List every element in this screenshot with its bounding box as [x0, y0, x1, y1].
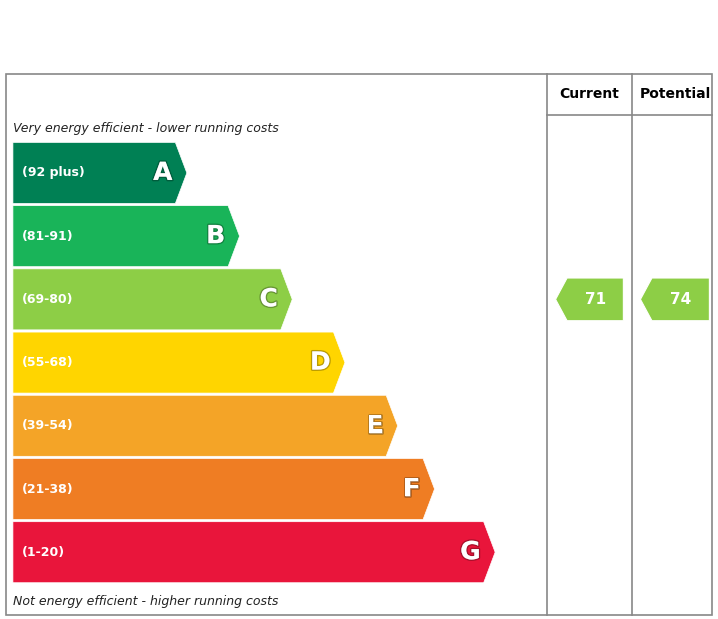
Text: 71: 71	[584, 292, 606, 307]
Text: C: C	[259, 287, 278, 311]
Polygon shape	[13, 206, 240, 267]
Text: (1-20): (1-20)	[22, 546, 65, 559]
Text: Energy Efficiency Rating: Energy Efficiency Rating	[18, 20, 420, 49]
Polygon shape	[13, 142, 187, 204]
Polygon shape	[640, 278, 709, 321]
Text: F: F	[404, 477, 420, 501]
Text: G: G	[460, 540, 481, 564]
Polygon shape	[556, 278, 623, 321]
Text: 74: 74	[670, 292, 691, 307]
Polygon shape	[13, 522, 495, 582]
Text: (92 plus): (92 plus)	[22, 167, 84, 180]
Text: (69-80): (69-80)	[22, 293, 73, 306]
Text: Very energy efficient - lower running costs: Very energy efficient - lower running co…	[13, 122, 279, 135]
Text: (81-91): (81-91)	[22, 230, 73, 243]
Polygon shape	[13, 396, 398, 456]
Text: (21-38): (21-38)	[22, 482, 73, 495]
Text: B: B	[206, 224, 225, 248]
Text: (39-54): (39-54)	[22, 419, 73, 432]
Text: (55-68): (55-68)	[22, 356, 73, 369]
Polygon shape	[13, 269, 292, 330]
Text: Current: Current	[559, 87, 620, 102]
Polygon shape	[13, 332, 345, 393]
Polygon shape	[13, 459, 434, 519]
Text: E: E	[366, 413, 383, 438]
Text: D: D	[310, 350, 330, 374]
Text: A: A	[153, 161, 172, 185]
Text: Not energy efficient - higher running costs: Not energy efficient - higher running co…	[13, 595, 279, 608]
Text: Potential: Potential	[639, 87, 711, 102]
